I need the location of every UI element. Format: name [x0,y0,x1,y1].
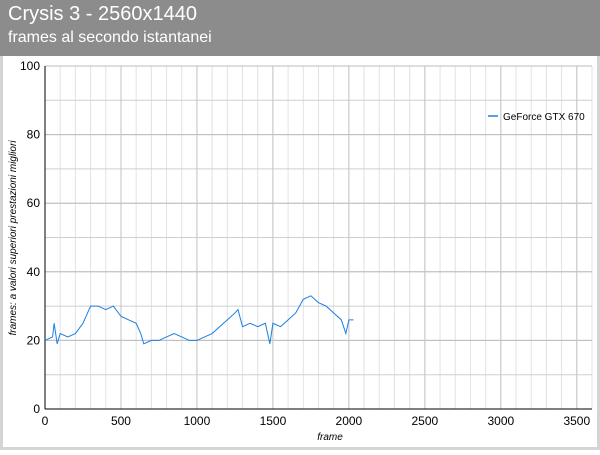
x-tick-label: 2500 [412,414,439,428]
panel [3,56,597,447]
x-tick-label: 3000 [487,414,514,428]
x-tick-label: 500 [111,414,131,428]
y-axis-label: frames: a valori superiori prestazioni m… [8,140,19,336]
header [0,0,600,56]
y-tick-label: 100 [20,59,40,73]
legend-label: GeForce GTX 670 [503,112,585,123]
y-tick-label: 40 [27,265,41,279]
chart-subtitle: frames al secondo istantanei [8,29,212,46]
chart-title: Crysis 3 - 2560x1440 [8,3,197,25]
x-tick-label: 2000 [336,414,363,428]
x-axis-label: frame [317,432,343,443]
x-tick-label: 1000 [184,414,211,428]
y-tick-label: 20 [27,333,41,347]
y-tick-label: 80 [27,128,41,142]
data-line [44,295,354,345]
x-tick-label: 1500 [260,414,287,428]
y-tick-label: 0 [33,402,40,416]
x-tick-label: 0 [42,414,49,428]
y-tick-label: 60 [27,196,41,210]
x-tick-label: 3500 [563,414,590,428]
